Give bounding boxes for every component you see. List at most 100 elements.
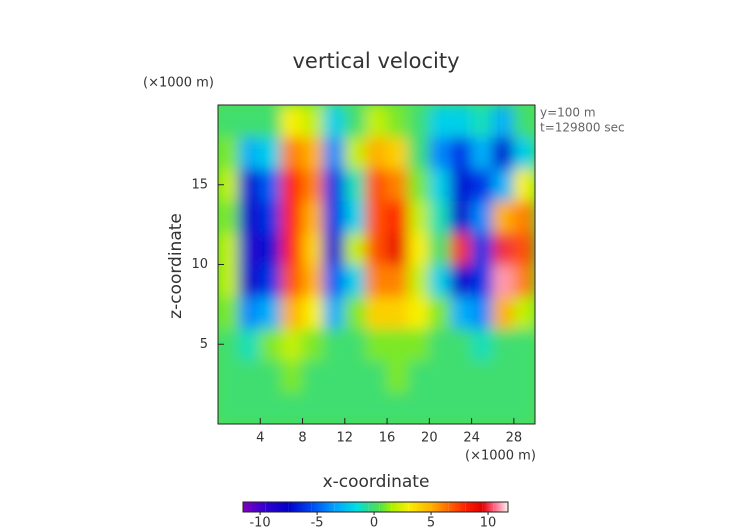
cell <box>344 295 367 329</box>
cell <box>428 359 451 393</box>
cell <box>302 168 325 202</box>
cell <box>492 295 515 329</box>
cells <box>218 105 535 424</box>
cell <box>323 232 346 265</box>
cell <box>492 391 515 424</box>
cell <box>407 359 430 393</box>
cell <box>238 359 261 393</box>
colorbar-segment <box>265 502 289 512</box>
cell <box>323 391 346 424</box>
cell <box>302 136 325 170</box>
cell <box>492 359 515 393</box>
cell <box>238 232 261 265</box>
colorbar-tick-label: -10 <box>249 516 270 531</box>
colorbar-segment <box>368 502 380 512</box>
cell <box>428 136 451 170</box>
chart-title: vertical velocity <box>292 49 459 73</box>
cell <box>365 136 388 170</box>
cell <box>259 327 282 361</box>
cell <box>344 200 367 234</box>
x-tick-label: 16 <box>379 431 396 446</box>
cell <box>407 264 430 297</box>
colorbar-tick-label: -5 <box>311 516 324 531</box>
cell <box>449 200 473 234</box>
cell <box>513 327 535 361</box>
cell <box>238 200 261 234</box>
cell <box>407 200 430 234</box>
cell <box>218 359 240 393</box>
cell <box>513 168 535 202</box>
cell <box>386 200 409 234</box>
cell <box>386 232 409 265</box>
y-axis-label: z-coordinate <box>166 213 186 319</box>
cell <box>259 200 282 234</box>
cell <box>302 105 325 138</box>
cell <box>323 295 346 329</box>
cell <box>513 391 535 424</box>
cell <box>428 264 451 297</box>
cell <box>302 359 325 393</box>
cell <box>323 359 346 393</box>
cell <box>386 359 409 393</box>
cell <box>302 391 325 424</box>
cell <box>513 232 535 265</box>
cell <box>492 105 515 138</box>
cell <box>218 200 240 234</box>
cell <box>218 327 240 361</box>
cell <box>238 391 261 424</box>
x-tick-label: 20 <box>421 431 438 446</box>
cell <box>449 295 473 329</box>
cell <box>492 327 515 361</box>
colorbar-segment <box>408 502 432 512</box>
y-tick-label: 15 <box>191 177 208 192</box>
cell <box>471 105 494 138</box>
cell <box>471 391 494 424</box>
cell <box>471 168 494 202</box>
cell <box>302 232 325 265</box>
cell <box>280 105 304 138</box>
x-unit: (×1000 m) <box>465 449 536 464</box>
cell <box>365 359 388 393</box>
cell <box>280 136 304 170</box>
cell <box>471 359 494 393</box>
cell <box>280 359 304 393</box>
cell <box>323 200 346 234</box>
cell <box>365 295 388 329</box>
cell <box>365 264 388 297</box>
cell <box>428 295 451 329</box>
cell <box>280 200 304 234</box>
cell <box>218 295 240 329</box>
cell <box>344 391 367 424</box>
cell <box>449 391 473 424</box>
cell <box>386 327 409 361</box>
colorbar-tick-label: 5 <box>427 516 435 531</box>
colorbar-segment <box>243 502 266 512</box>
colorbar-segment <box>334 502 357 512</box>
x-axis-label: x-coordinate <box>323 472 430 492</box>
annotation: y=100 m <box>540 106 596 120</box>
cell <box>259 168 282 202</box>
cell <box>238 264 261 297</box>
y-unit: (×1000 m) <box>143 76 214 91</box>
cell <box>513 136 535 170</box>
cell <box>449 105 473 138</box>
cell <box>259 391 282 424</box>
cell <box>471 232 494 265</box>
cell <box>365 232 388 265</box>
cell <box>280 232 304 265</box>
cell <box>280 264 304 297</box>
cell <box>259 295 282 329</box>
cell <box>386 391 409 424</box>
cell <box>449 359 473 393</box>
cell <box>407 327 430 361</box>
cell <box>428 168 451 202</box>
cell <box>471 200 494 234</box>
cell <box>449 136 473 170</box>
field <box>218 105 535 424</box>
x-tick-label: 28 <box>506 431 523 446</box>
cell <box>344 136 367 170</box>
cell <box>386 295 409 329</box>
colorbar-frame <box>242 501 509 513</box>
cell <box>323 168 346 202</box>
cell <box>344 232 367 265</box>
